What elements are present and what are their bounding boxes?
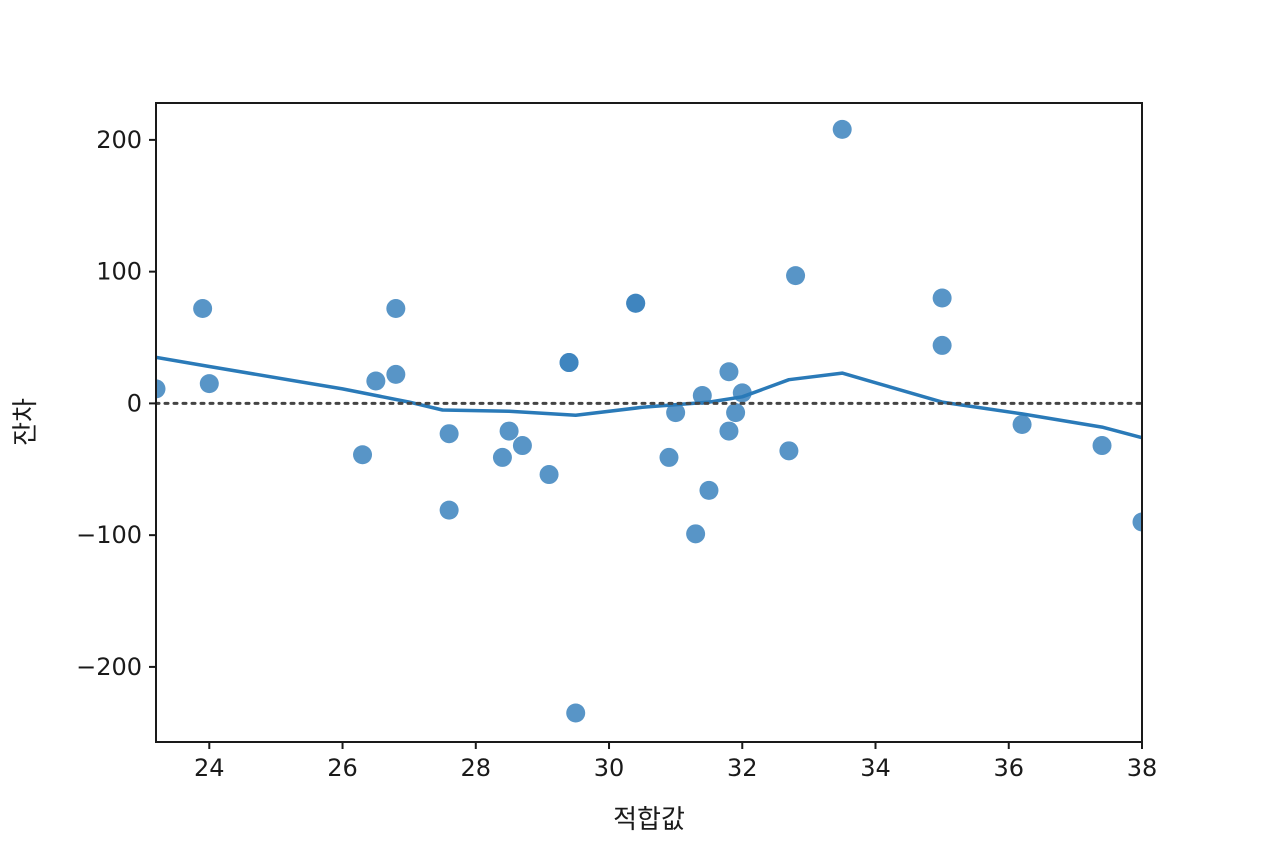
scatter-point xyxy=(539,465,559,485)
scatter-point xyxy=(366,371,386,391)
x-tick-label: 30 xyxy=(594,754,625,782)
scatter-point xyxy=(626,293,646,313)
scatter-point xyxy=(1132,512,1142,532)
scatter-point xyxy=(719,421,739,441)
y-tick-label: 0 xyxy=(127,389,142,417)
y-tick-label: −200 xyxy=(76,653,142,681)
scatter-point xyxy=(439,500,459,520)
scatter-point xyxy=(686,524,706,544)
scatter-point xyxy=(566,703,586,723)
plot-frame-group xyxy=(155,102,1143,743)
scatter-point xyxy=(386,364,406,384)
scatter-point xyxy=(1012,414,1032,434)
scatter-point xyxy=(699,480,719,500)
scatter-point xyxy=(726,403,746,423)
scatter-point xyxy=(659,447,679,467)
scatter-point xyxy=(692,385,712,405)
scatter-point xyxy=(512,436,532,456)
scatter-point xyxy=(156,379,166,399)
scatter-point xyxy=(559,353,579,373)
x-tick-label: 32 xyxy=(727,754,758,782)
scatter-point xyxy=(386,299,406,319)
scatter-points xyxy=(156,119,1142,723)
fit-line xyxy=(156,355,1142,440)
x-axis-label: 적합값 xyxy=(613,805,685,835)
plot-frame xyxy=(155,102,1143,743)
x-tick-label: 38 xyxy=(1127,754,1158,782)
y-axis-ticks: 200 100 0 −100 −200 xyxy=(76,126,156,681)
scatter-point xyxy=(719,362,739,382)
scatter-point xyxy=(666,403,686,423)
fit-line-group xyxy=(156,355,1142,440)
scatter-point xyxy=(786,266,806,286)
scatter-point xyxy=(499,421,519,441)
scatter-point xyxy=(492,447,512,467)
scatter-point xyxy=(779,441,799,461)
y-tick-label: 100 xyxy=(96,258,142,286)
x-tick-label: 36 xyxy=(993,754,1024,782)
x-tick-label: 26 xyxy=(327,754,358,782)
x-tick-label: 34 xyxy=(860,754,891,782)
x-axis-ticks: 24 26 28 30 32 34 36 38 xyxy=(194,742,1157,782)
scatter-point xyxy=(193,299,213,319)
y-tick-label: 200 xyxy=(96,126,142,154)
scatter-point xyxy=(439,424,459,444)
scatter-point xyxy=(353,445,373,465)
x-tick-label: 24 xyxy=(194,754,225,782)
y-tick-label: −100 xyxy=(76,521,142,549)
scatter-point xyxy=(932,288,952,308)
x-tick-label: 28 xyxy=(461,754,492,782)
scatter-point xyxy=(932,335,952,355)
scatter-point xyxy=(199,374,219,394)
scatter-point xyxy=(832,119,852,139)
scatter-point xyxy=(1092,436,1112,456)
y-axis-label: 잔차 xyxy=(11,398,41,446)
